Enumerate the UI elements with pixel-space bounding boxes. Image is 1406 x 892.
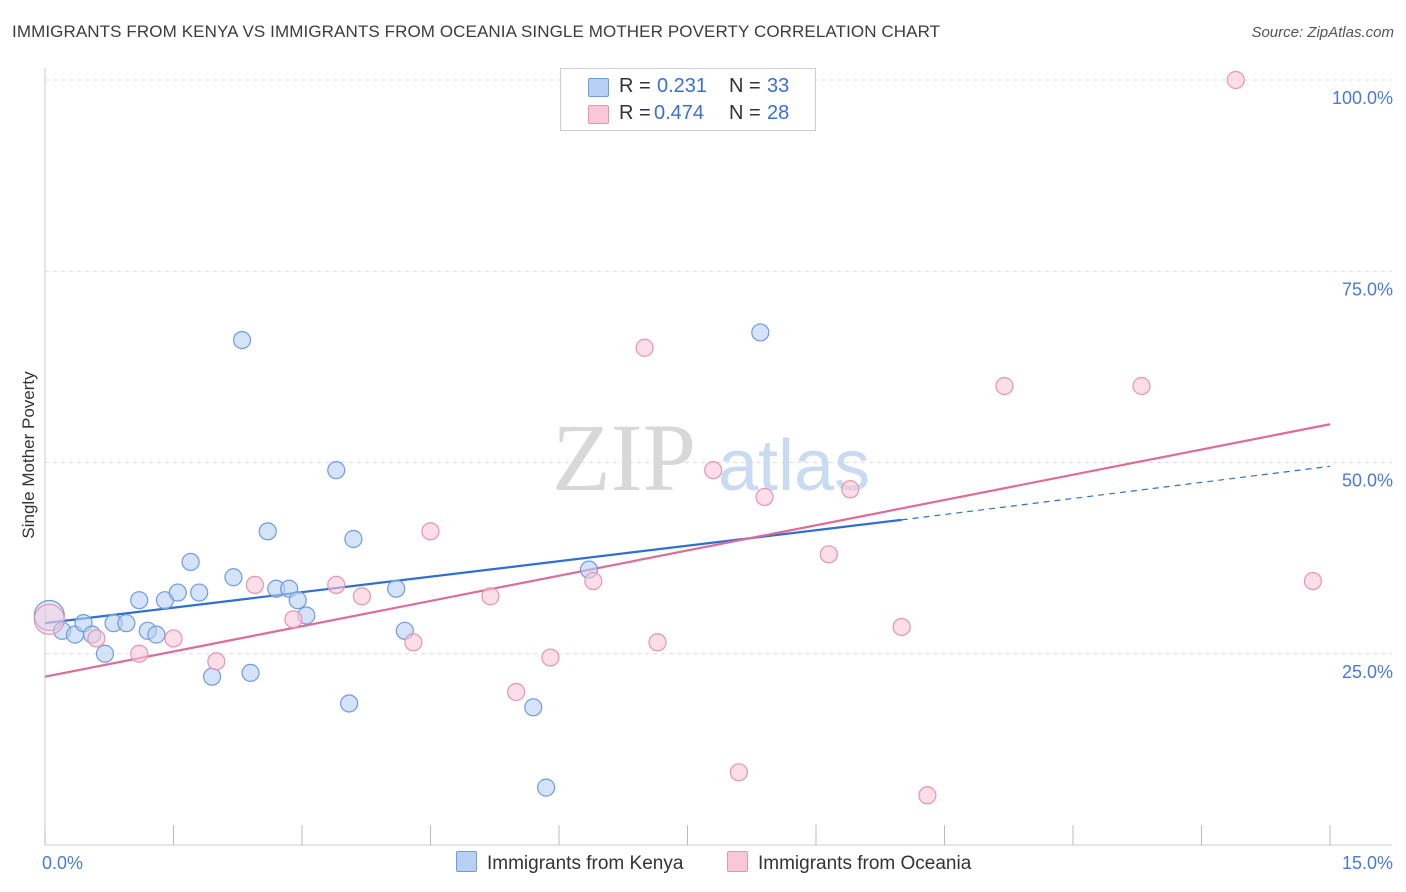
- y-tick-label: 75.0%: [1342, 279, 1393, 299]
- y-axis-label: Single Mother Poverty: [19, 371, 38, 539]
- source-label: Source: ZipAtlas.com: [1251, 24, 1394, 41]
- x-tick-label: 15.0%: [1342, 853, 1393, 873]
- legend-label-kenya: Immigrants from Kenya: [487, 853, 684, 874]
- oceania-point: [892, 617, 911, 637]
- axes: 25.0% 50.0% 75.0% 100.0% 0.0% 15.0%: [42, 68, 1393, 873]
- oceania-point: [404, 633, 423, 652]
- y-tick-label: 25.0%: [1342, 662, 1393, 682]
- oceania-point: [1226, 70, 1245, 90]
- legend-r-label: R =: [619, 75, 651, 97]
- oceania-point: [995, 376, 1014, 396]
- oceania-point: [755, 487, 774, 507]
- kenya-trend-extension: [901, 465, 1331, 521]
- legend-row-kenya: R = 0.231 N = 33: [561, 73, 815, 100]
- oceania-point: [819, 545, 838, 564]
- x-tick-label: 0.0%: [42, 853, 83, 873]
- kenya-trend-line: [44, 518, 902, 625]
- kenya-point: [258, 522, 277, 541]
- oceania-point: [507, 682, 526, 702]
- oceania-point: [352, 587, 372, 606]
- legend-swatch-oceania: [588, 105, 609, 124]
- legend-r-value: 0.474: [654, 102, 705, 124]
- trend-lines: [44, 423, 1331, 678]
- oceania-point: [481, 587, 500, 606]
- legend-n-value: 28: [767, 102, 790, 124]
- kenya-point: [168, 583, 187, 602]
- correlation-legend: R = 0.231 N = 33 R = 0.474 N = 28: [560, 68, 816, 131]
- oceania-point: [33, 603, 65, 635]
- legend-swatch-kenya: [456, 851, 477, 872]
- oceania-point: [164, 629, 183, 648]
- kenya-point: [117, 614, 136, 633]
- kenya-point: [344, 529, 363, 549]
- oceania-point: [918, 786, 937, 805]
- kenya-point: [327, 461, 346, 480]
- kenya-point: [241, 663, 260, 682]
- kenya-point: [224, 568, 243, 587]
- kenya-point: [190, 583, 209, 602]
- y-tick-label: 50.0%: [1342, 471, 1393, 491]
- legend-n-value: 33: [767, 75, 790, 97]
- oceania-point: [327, 575, 346, 595]
- oceania-point: [87, 629, 106, 648]
- oceania-point: [704, 461, 723, 480]
- watermark-zip: ZIP: [552, 404, 696, 511]
- legend-n-label: N =: [729, 75, 761, 97]
- legend-label-oceania: Immigrants from Oceania: [758, 853, 972, 874]
- oceania-point: [207, 652, 226, 671]
- gridlines: [45, 79, 1392, 655]
- oceania-point: [584, 571, 603, 591]
- legend-r-label: R =: [619, 102, 651, 124]
- oceania-trend-line: [44, 423, 1331, 678]
- kenya-point: [537, 778, 556, 797]
- legend-swatch-kenya: [588, 78, 609, 97]
- oceania-point: [729, 763, 749, 782]
- y-tick-label: 100.0%: [1332, 88, 1393, 108]
- legend-swatch-oceania: [727, 851, 748, 872]
- kenya-point: [181, 552, 200, 572]
- kenya-point: [147, 625, 166, 644]
- oceania-point: [841, 480, 860, 499]
- oceania-point: [1303, 571, 1322, 591]
- legend-row-oceania: R = 0.474 N = 28: [561, 100, 815, 127]
- oceania-point: [130, 644, 149, 663]
- kenya-point: [202, 667, 222, 686]
- kenya-point: [751, 323, 770, 342]
- legend-r-value: 0.231: [657, 75, 708, 97]
- kenya-point: [340, 694, 359, 713]
- kenya-point: [232, 331, 252, 350]
- data-points: [33, 70, 1322, 805]
- legend-item-kenya: Immigrants from Kenya: [456, 851, 683, 875]
- oceania-point: [284, 610, 303, 629]
- chart-title: IMMIGRANTS FROM KENYA VS IMMIGRANTS FROM…: [12, 22, 941, 41]
- oceania-point: [1132, 376, 1151, 396]
- kenya-point: [288, 591, 307, 610]
- legend-n-label: N =: [729, 102, 761, 124]
- kenya-point: [95, 644, 115, 663]
- oceania-point: [635, 338, 654, 357]
- oceania-point: [421, 522, 440, 541]
- watermark: ZIP atlas: [552, 404, 870, 511]
- kenya-point: [387, 579, 406, 598]
- oceania-point: [648, 633, 667, 652]
- oceania-point: [541, 648, 560, 667]
- oceania-point: [245, 575, 264, 595]
- kenya-point: [524, 698, 543, 717]
- legend-item-oceania: Immigrants from Oceania: [727, 851, 971, 875]
- kenya-point: [130, 591, 149, 610]
